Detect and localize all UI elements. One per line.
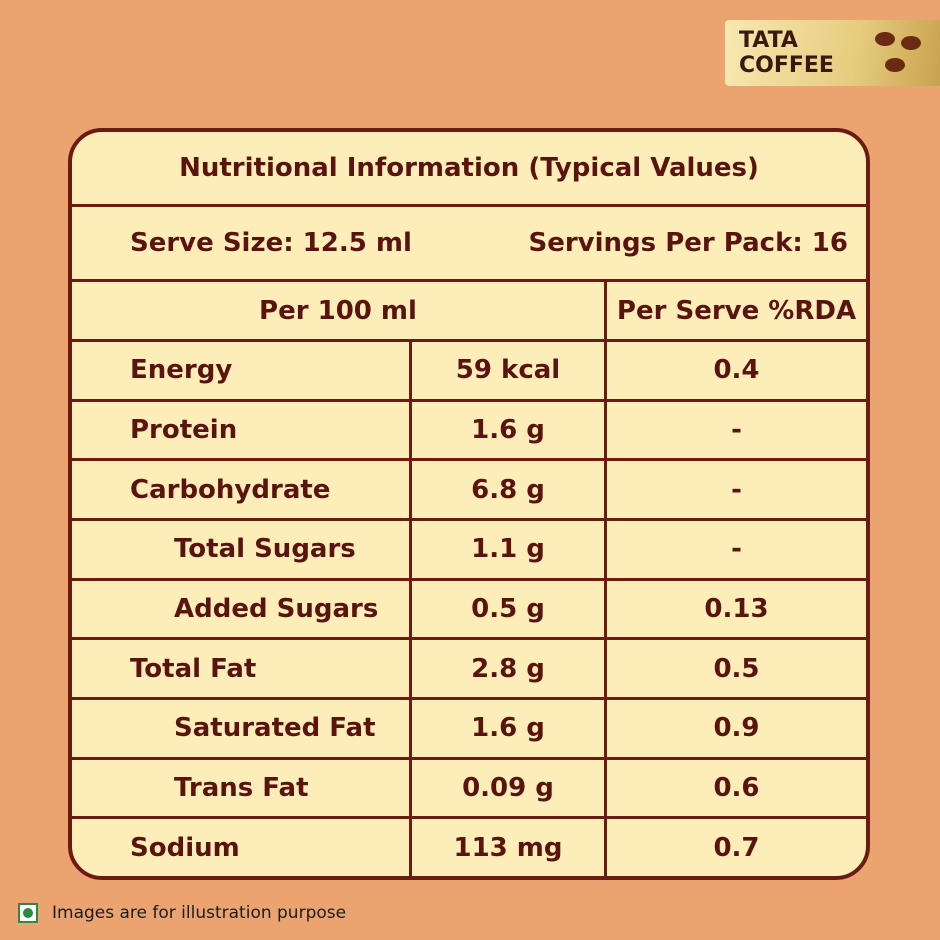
rda: - bbox=[604, 401, 866, 459]
per-100ml: 1.6 g bbox=[409, 700, 604, 757]
nutrient-row: Energy 59 kcal 0.4 bbox=[72, 339, 866, 399]
nutrient-row: Total Fat 2.8 g 0.5 bbox=[72, 637, 866, 697]
title-row: Nutritional Information (Typical Values) bbox=[72, 132, 866, 204]
nutrient-row: Carbohydrate 6.8 g- bbox=[72, 458, 866, 518]
nutrient-name: Total Fat bbox=[130, 653, 257, 684]
veg-symbol bbox=[18, 903, 38, 923]
column-label: Per 100 ml bbox=[259, 295, 417, 326]
per-100ml: 59 kcal bbox=[409, 342, 604, 399]
per-100ml: 0.09 g bbox=[409, 759, 604, 817]
serve-row: Serve Size: 12.5 ml Servings Per Pack: 1… bbox=[72, 204, 866, 279]
nutrient-row: Protein 1.6 g- bbox=[72, 398, 866, 459]
rda: 0.7 bbox=[604, 819, 866, 876]
rda: - bbox=[604, 461, 866, 518]
nutrient-row: Total Sugars 1.1 g- bbox=[72, 518, 866, 578]
per-100ml: 0.5 g bbox=[409, 580, 604, 638]
nutrient-name: Carbohydrate bbox=[130, 474, 331, 505]
title: Nutritional Information (Typical Values) bbox=[179, 153, 759, 183]
nutrient-name: Trans Fat bbox=[174, 772, 309, 803]
nutrition-card: Nutritional Information (Typical Values)… bbox=[68, 128, 870, 880]
serve-size: Serve Size: 12.5 ml bbox=[130, 228, 412, 258]
rda: 0.6 bbox=[604, 759, 866, 817]
nutrient-name: Added Sugars bbox=[174, 593, 379, 624]
servings: Servings Per Pack: 16 bbox=[528, 228, 849, 258]
per-100ml: 6.8 g bbox=[409, 461, 604, 518]
logo: TATA COFFEE bbox=[725, 20, 940, 86]
rda: 0.13 bbox=[604, 580, 866, 638]
nutrient-name: Energy bbox=[130, 355, 233, 386]
bean bbox=[875, 32, 895, 46]
bean bbox=[901, 36, 921, 50]
per-100ml: 113 mg bbox=[409, 819, 604, 876]
nutrient-row: Saturated Fat 1.6 g 0.9 bbox=[72, 697, 866, 757]
footer-note: Images are for illustration purpose bbox=[52, 903, 347, 923]
column-label: Per Serve %RDA bbox=[604, 282, 866, 339]
bean bbox=[885, 58, 905, 72]
nutrient-name: Sodium bbox=[130, 832, 240, 863]
nutrient-row: Added Sugars 0.5 g 0.13 bbox=[72, 577, 866, 638]
rda: 0.9 bbox=[604, 700, 866, 757]
footer: Images are for illustration purpose bbox=[18, 903, 346, 923]
brand-line: TATA bbox=[739, 28, 798, 53]
per-100ml: 1.6 g bbox=[409, 401, 604, 459]
nutrient-name: Protein bbox=[130, 414, 238, 445]
per-100ml: 1.1 g bbox=[409, 521, 604, 578]
rda: 0.5 bbox=[604, 640, 866, 697]
column-header: Per 100 ml Per Serve %RDA bbox=[72, 279, 866, 339]
nutrient-row: Trans Fat 0.09 g 0.6 bbox=[72, 756, 866, 817]
nutrient-name: Total Sugars bbox=[174, 534, 356, 565]
nutrient-name: Saturated Fat bbox=[174, 713, 376, 744]
nutrient-row: Sodium 113 mg 0.7 bbox=[72, 816, 866, 876]
rda: - bbox=[604, 521, 866, 578]
rda: 0.4 bbox=[604, 342, 866, 399]
brand-line: COFFEE bbox=[739, 53, 834, 78]
per-100ml: 2.8 g bbox=[409, 640, 604, 697]
